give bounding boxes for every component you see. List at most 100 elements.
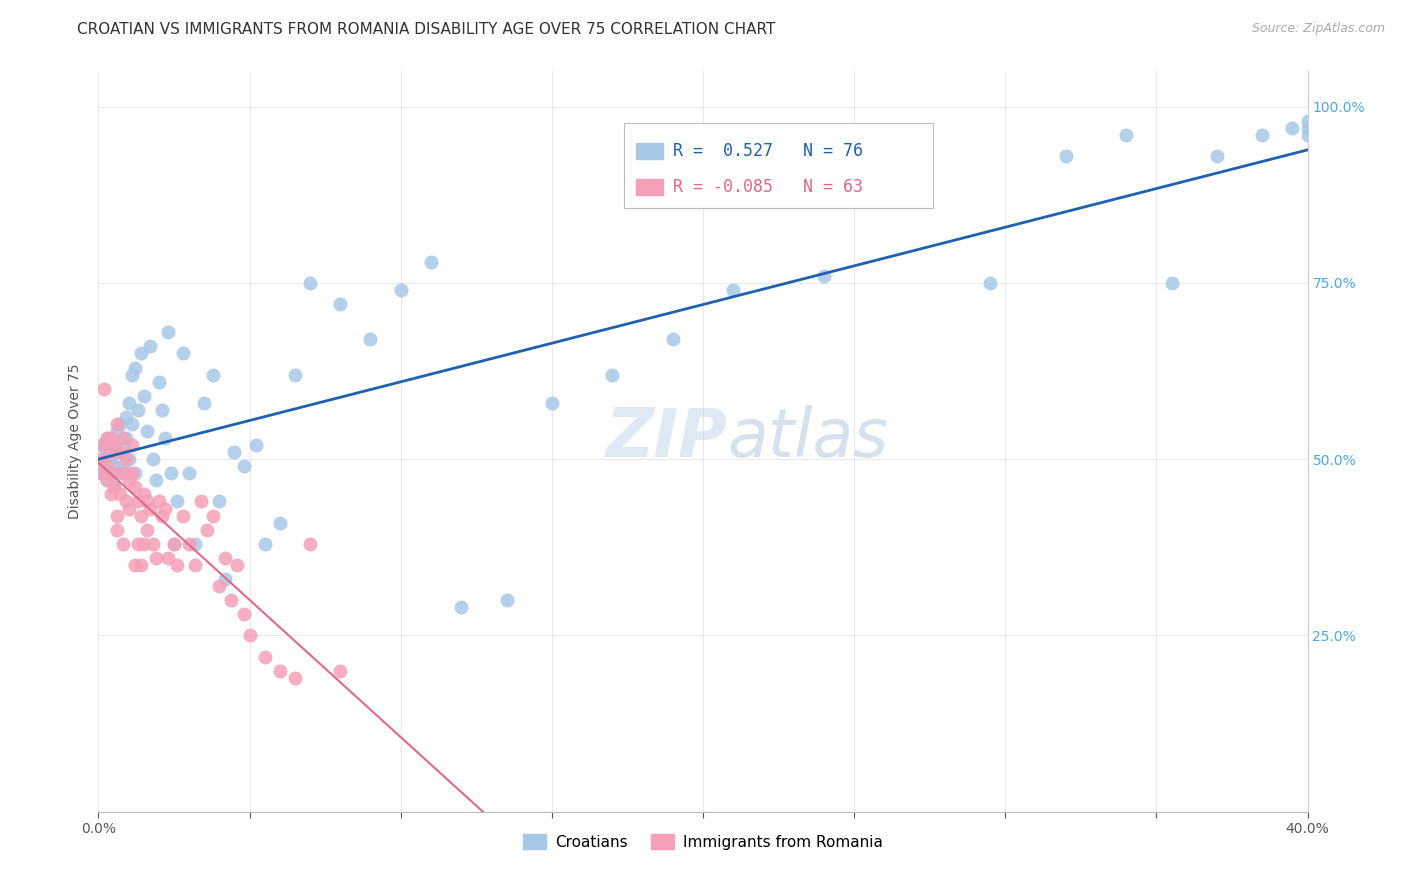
Point (172, 508, 194, 523)
Point (150, 402, 173, 417)
Bar (637, 179, 664, 195)
Point (111, 537, 134, 551)
Point (111, 431, 134, 445)
Point (103, 480, 125, 494)
Point (121, 438, 143, 452)
Point (239, 628, 262, 642)
Point (172, 346, 194, 360)
Point (208, 579, 231, 593)
Point (111, 438, 134, 452)
Point (100, 487, 122, 501)
FancyBboxPatch shape (624, 123, 932, 209)
Point (100, 467, 122, 481)
Point (245, 438, 267, 452)
Point (184, 537, 207, 551)
Point (103, 438, 125, 452)
Point (202, 368, 225, 382)
Point (190, 494, 212, 508)
Point (105, 523, 128, 537)
Point (495, 593, 517, 607)
Point (269, 664, 291, 678)
Point (150, 508, 173, 523)
Point (153, 431, 176, 445)
Point (253, 649, 276, 664)
Point (96, 431, 118, 445)
Point (105, 445, 128, 459)
Point (127, 494, 149, 508)
Point (139, 501, 162, 516)
Point (111, 467, 134, 481)
Point (284, 368, 307, 382)
Point (139, 339, 162, 353)
Point (118, 396, 141, 410)
Point (226, 558, 249, 572)
Point (224, 445, 246, 459)
Point (184, 558, 207, 572)
Point (105, 508, 128, 523)
Point (540, 396, 562, 410)
Point (118, 473, 141, 487)
Point (420, 254, 443, 268)
Point (232, 459, 254, 474)
Point (135, 523, 157, 537)
Point (127, 537, 149, 551)
Point (1296, 113, 1319, 128)
Point (96, 431, 118, 445)
Point (114, 409, 136, 424)
Point (284, 671, 307, 685)
Point (214, 572, 236, 586)
Point (195, 523, 218, 537)
Point (121, 417, 143, 431)
Point (108, 487, 131, 501)
Point (135, 424, 157, 438)
Point (132, 487, 155, 501)
Point (114, 431, 136, 445)
Point (93, 452, 115, 467)
Point (111, 459, 134, 474)
Point (156, 550, 179, 565)
Point (124, 558, 146, 572)
Point (145, 550, 167, 565)
Point (105, 424, 128, 438)
Point (1296, 120, 1319, 135)
Point (96, 473, 118, 487)
Point (132, 537, 155, 551)
Point (103, 459, 125, 474)
Point (1115, 128, 1137, 142)
Point (329, 297, 352, 311)
Point (813, 268, 835, 283)
Point (1251, 128, 1274, 142)
Point (90, 467, 112, 481)
Point (1296, 128, 1319, 142)
Point (389, 283, 412, 297)
Point (153, 501, 176, 516)
Point (121, 368, 143, 382)
Point (299, 276, 322, 290)
Bar (637, 143, 664, 160)
Point (124, 360, 146, 375)
Text: CROATIAN VS IMMIGRANTS FROM ROMANIA DISABILITY AGE OVER 75 CORRELATION CHART: CROATIAN VS IMMIGRANTS FROM ROMANIA DISA… (77, 22, 776, 37)
Point (118, 501, 141, 516)
Point (1281, 120, 1303, 135)
Point (121, 467, 143, 481)
Text: R = -0.085   N = 63: R = -0.085 N = 63 (673, 178, 863, 196)
Point (90, 452, 112, 467)
Point (103, 467, 125, 481)
Point (96, 473, 118, 487)
Point (103, 480, 125, 494)
Point (118, 452, 141, 467)
Point (202, 508, 225, 523)
Point (145, 473, 167, 487)
Point (221, 593, 243, 607)
Point (179, 467, 201, 481)
Point (142, 452, 165, 467)
Point (96, 445, 118, 459)
Point (108, 445, 131, 459)
Point (1160, 276, 1182, 290)
Point (96, 459, 118, 474)
Point (166, 494, 188, 508)
Point (148, 494, 170, 508)
Point (129, 346, 152, 360)
Point (103, 438, 125, 452)
Point (723, 283, 745, 297)
